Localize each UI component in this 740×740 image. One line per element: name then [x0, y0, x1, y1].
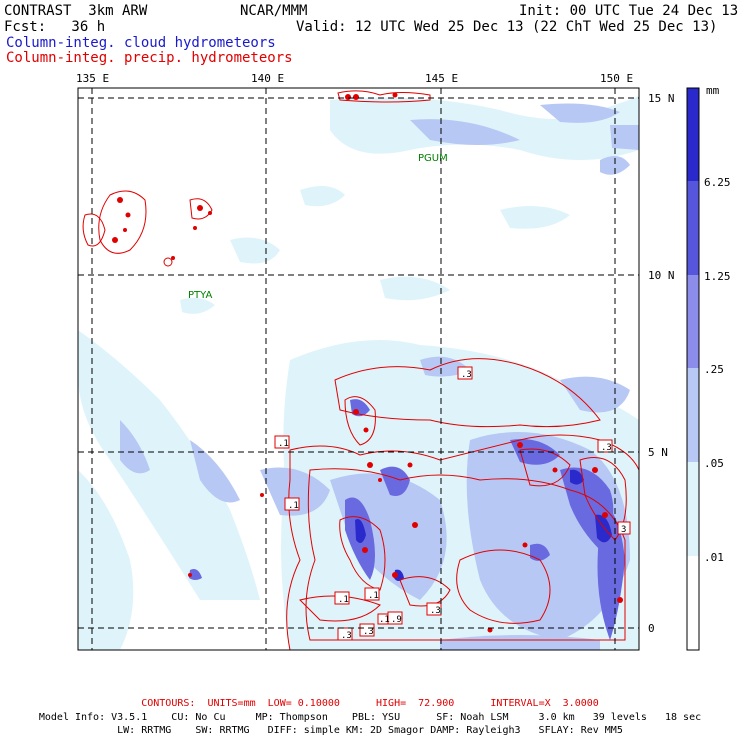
colorbar-level-0-01: .01: [704, 551, 724, 564]
colorbar-level-0-05: .05: [704, 457, 724, 470]
lon-label-150: 150 E: [600, 72, 634, 85]
lat-label-15n: 15 N: [648, 92, 675, 105]
map-field: .1 .1 .3 .1 .1 .9 .3 .3 .3 .3 3 .1 PGUM …: [78, 88, 639, 650]
contour-label-11: 3: [617, 521, 631, 535]
svg-text:.3: .3: [461, 370, 472, 380]
svg-text:.3: .3: [363, 627, 374, 637]
contour-label-9: .3: [359, 623, 375, 637]
init-time: Init: 00 UTC Tue 24 Dec 13: [519, 3, 739, 19]
svg-text:3: 3: [621, 525, 626, 535]
contour-label-7: .3: [426, 602, 442, 616]
svg-text:.9: .9: [391, 615, 402, 625]
contour-label-2: .1: [284, 497, 300, 511]
precip-contours: [82, 90, 639, 650]
map-frame: [77, 87, 640, 651]
colorbar-level-0-25: .25: [704, 363, 724, 376]
contour-labels: .1 .1 .3 .1 .1 .9 .3 .3 .3 .3 3 .1: [274, 366, 631, 641]
contour-info: CONTOURS: UNITS=mm LOW= 0.10000 HIGH= 72…: [141, 698, 599, 709]
svg-text:.3: .3: [341, 631, 352, 641]
station-ptya: PTYA: [188, 290, 212, 301]
colorbar-units: mm: [706, 84, 720, 97]
legend-cloud: Column-integ. cloud hydrometeors: [6, 35, 276, 51]
model-title: CONTRAST 3km ARW: [4, 3, 148, 19]
lat-label-5n: 5 N: [648, 446, 668, 459]
contour-label-5: .1: [364, 587, 380, 601]
model-info-line-1: Model Info: V3.5.1 CU: No Cu MP: Thompso…: [38, 712, 702, 723]
colorbar: [686, 87, 700, 651]
svg-text:.3: .3: [430, 606, 441, 616]
valid-time: Valid: 12 UTC Wed 25 Dec 13 (22 ChT Wed …: [296, 19, 718, 35]
forecast-hour: Fcst: 36 h: [4, 19, 106, 35]
contour-label-1: .1: [274, 435, 290, 449]
contour-label-8: .3: [337, 627, 353, 641]
contour-label-4: .1: [334, 591, 350, 605]
center-name: NCAR/MMM: [240, 3, 308, 19]
svg-text:.1: .1: [338, 595, 349, 605]
precip-cells: [112, 92, 623, 633]
legend-precip: Column-integ. precip. hydrometeors: [6, 50, 293, 66]
contour-label-10: .3: [597, 439, 613, 453]
svg-text:.3: .3: [601, 443, 612, 453]
svg-text:.1: .1: [379, 615, 390, 625]
lat-lon-grid: [78, 88, 639, 650]
colorbar-level-1-25: 1.25: [704, 270, 731, 283]
contour-label-3: .3: [457, 366, 473, 380]
lat-label-eq: 0: [648, 622, 655, 635]
model-info-line-2: LW: RRTMG SW: RRTMG DIFF: simple KM: 2D …: [117, 725, 623, 736]
contour-label-6: .9: [387, 611, 403, 625]
svg-text:.1: .1: [368, 591, 379, 601]
station-pgum: PGUM: [418, 153, 448, 164]
contour-label-12: .1: [377, 613, 390, 625]
lon-label-145: 145 E: [425, 72, 459, 85]
lat-label-10n: 10 N: [648, 269, 675, 282]
colorbar-level-6-25: 6.25: [704, 176, 731, 189]
lon-label-140: 140 E: [251, 72, 285, 85]
lon-label-135: 135 E: [76, 72, 110, 85]
svg-text:.1: .1: [288, 501, 299, 511]
svg-text:.1: .1: [278, 439, 289, 449]
